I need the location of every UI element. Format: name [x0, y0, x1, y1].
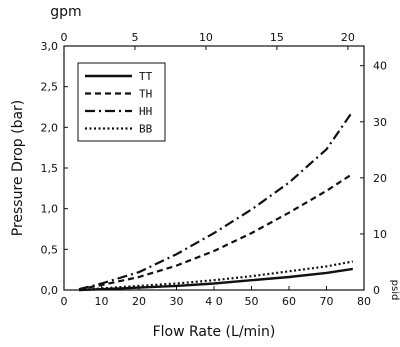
series-line-hh	[78, 110, 354, 291]
y-tick-label: 1,0	[41, 203, 59, 216]
series-line-bb	[78, 260, 354, 292]
y-tick-label: 2,0	[41, 121, 59, 134]
top-tick-label: 15	[270, 31, 284, 44]
x-tick-label: 20	[132, 295, 146, 308]
x-tick-label: 4 0	[205, 295, 223, 308]
top-axis-title: gpm	[50, 4, 81, 20]
x-tick-label: 10	[95, 295, 109, 308]
right-tick-label: 10	[373, 228, 387, 241]
x-tick-label: 50	[245, 295, 259, 308]
x-axis-title: Flow Rate (L/min)	[153, 324, 276, 340]
ticks-layer: 0 10 20 30 4 0 50 60 70 800,00,51,01,52,02,53,00…	[41, 31, 388, 308]
right-tick-label: 30	[373, 116, 387, 129]
legend-label-hh: HH	[139, 105, 152, 118]
y-tick-label: 2,5	[41, 81, 59, 94]
y-tick-label: 3,0	[41, 40, 59, 53]
right-tick-label: 0	[373, 284, 380, 297]
x-tick-label: 70	[320, 295, 334, 308]
legend-label-bb: BB	[139, 123, 153, 136]
top-tick-label: 5	[131, 31, 138, 44]
right-tick-label: 40	[373, 60, 387, 73]
series-line-th	[78, 172, 354, 291]
x-tick-label: 30	[170, 295, 184, 308]
legend-label-tt: TT	[139, 70, 153, 83]
y-tick-label: 1,5	[41, 162, 59, 175]
legend-label-th: TH	[139, 88, 152, 101]
right-tick-label: 20	[373, 172, 387, 185]
top-tick-label: 0	[61, 31, 68, 44]
x-tick-label: 80	[357, 295, 371, 308]
y-tick-label: 0,5	[41, 243, 59, 256]
legend: TT TH HH BB	[77, 62, 166, 142]
series-layer	[78, 110, 354, 292]
x-tick-label: 0	[61, 295, 68, 308]
y-tick-label: 0,0	[41, 284, 59, 297]
y-axis-title: Pressure Drop (bar)	[10, 100, 26, 237]
series-line-tt	[78, 267, 353, 292]
top-tick-label: 20	[341, 31, 355, 44]
top-tick-label: 10	[199, 31, 213, 44]
right-axis-title: psid	[389, 280, 400, 301]
x-tick-label: 60	[282, 295, 296, 308]
